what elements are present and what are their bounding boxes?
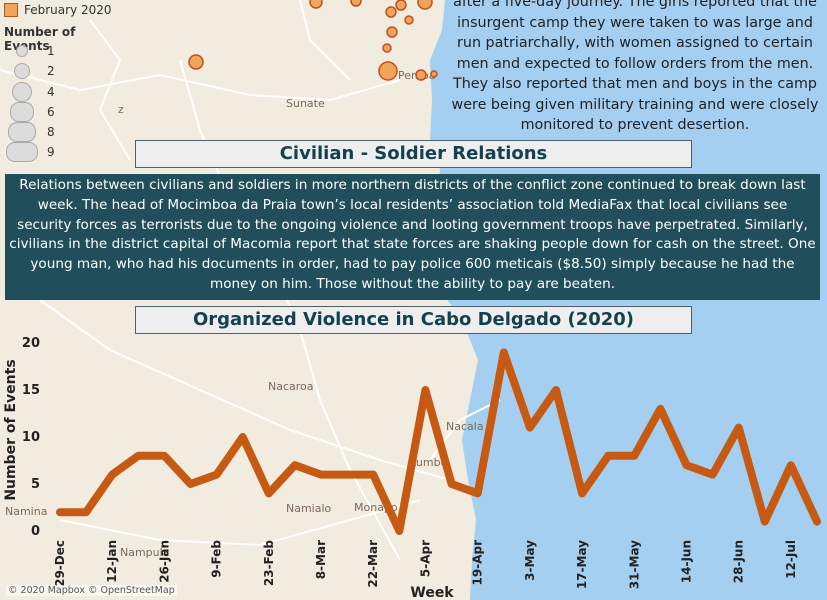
story-line: monitored to prevent desertion. xyxy=(520,117,750,133)
story-line: insurgent camp they were taken to was la… xyxy=(457,14,813,31)
y-tick-label: 20 xyxy=(22,336,40,351)
legend-size-label: 4 xyxy=(47,85,55,99)
legend-size-label: 9 xyxy=(47,145,55,159)
place-lumbo: Lumbo xyxy=(410,456,448,469)
x-axis-label: Week xyxy=(410,585,454,600)
story-line: run patriarchally, with women assigned t… xyxy=(457,35,813,51)
legend-size-item: 4 xyxy=(4,82,55,102)
legend-date-label: February 2020 xyxy=(24,3,112,17)
legend-size-label: 1 xyxy=(47,44,55,58)
event-marker xyxy=(350,0,362,7)
x-tick-label: 5-Apr xyxy=(418,540,432,577)
legend-size-label: 8 xyxy=(47,125,55,139)
y-tick-label: 15 xyxy=(22,383,40,398)
place-sunate: Sunate xyxy=(286,97,325,110)
legend-date-row: February 2020 xyxy=(4,3,112,17)
legend-size-item: 6 xyxy=(4,102,55,122)
event-marker xyxy=(430,70,438,78)
legend-size-title: Number of Events xyxy=(4,25,76,53)
legend-size-item: 1 xyxy=(4,44,55,58)
map-legend: February 2020 Number of Events 1 2 4 6 8… xyxy=(0,0,125,162)
place-namialo: Namialo xyxy=(286,502,332,515)
x-tick-label: 9-Feb xyxy=(210,540,224,578)
event-marker xyxy=(386,26,398,38)
x-tick-label: 19-Apr xyxy=(471,540,485,586)
place-nampula: Nampula xyxy=(120,546,169,559)
y-axis-label: Number of Events xyxy=(3,359,19,500)
x-tick-label: 23-Feb xyxy=(262,540,276,587)
legend-date-swatch xyxy=(4,3,18,17)
x-tick-label: 31-May xyxy=(627,540,641,589)
event-marker xyxy=(417,0,433,10)
legend-size-label: 2 xyxy=(47,64,55,78)
civilian-soldier-heading: Civilian - Soldier Relations xyxy=(135,140,692,168)
x-tick-labels: 29-Dec 12-Jan 26-Jan 9-Feb 23-Feb 8-Mar 22-Mar… xyxy=(53,540,798,590)
story-line: They also reported that men and boys in … xyxy=(453,76,817,92)
x-tick-label: 8-Mar xyxy=(314,540,328,579)
civilian-soldier-text: Relations between civilians and soldiers… xyxy=(5,174,820,300)
legend-size-label: 6 xyxy=(47,105,55,119)
place-z: z xyxy=(118,103,124,116)
x-tick-label: 28-Jun xyxy=(732,540,746,583)
place-namina: Namina xyxy=(5,505,47,518)
x-tick-label: 12-Jul xyxy=(784,540,798,579)
y-tick-label: 5 xyxy=(31,477,40,492)
event-marker xyxy=(382,43,392,53)
y-tick-label: 10 xyxy=(22,430,40,445)
story-line: men and expected to follow orders from t… xyxy=(456,55,814,72)
event-marker xyxy=(385,6,397,18)
x-tick-label: 12-Jan xyxy=(105,540,119,583)
legend-size-item: 2 xyxy=(4,63,55,79)
event-marker xyxy=(415,69,427,81)
chart-title: Organized Violence in Cabo Delgado (2020… xyxy=(135,306,692,334)
event-markers xyxy=(188,0,438,81)
place-nacaroa: Nacaroa xyxy=(268,380,314,393)
y-tick-label: 0 xyxy=(31,524,40,539)
x-tick-label: 3-May xyxy=(523,540,537,581)
x-tick-label: 14-Jun xyxy=(679,540,693,583)
story-text-top: after a five-day journey. The girls repo… xyxy=(446,0,824,136)
event-marker xyxy=(378,61,398,81)
story-line: were being given military training and w… xyxy=(451,96,819,113)
x-tick-label: 29-Dec xyxy=(53,540,67,587)
event-marker xyxy=(404,15,414,25)
legend-size-item: 8 xyxy=(4,122,55,142)
x-tick-label: 17-May xyxy=(575,540,589,589)
x-tick-label: 22-Mar xyxy=(366,540,380,588)
event-marker xyxy=(309,0,323,9)
place-nacala: Nacala xyxy=(446,420,484,433)
series-line xyxy=(56,348,821,535)
x-tick-label: 26-Jan xyxy=(157,540,171,583)
event-marker xyxy=(188,54,204,70)
violence-line-chart: Number of Events Week 0 5 10 15 20 29-Dec 12-… xyxy=(3,336,821,600)
map-attribution[interactable]: © 2020 Mapbox © OpenStreetMap xyxy=(6,585,177,596)
legend-size-item: 9 xyxy=(4,142,55,162)
story-line: after a five-day journey. The girls repo… xyxy=(453,0,817,10)
y-tick-labels: 0 5 10 15 20 xyxy=(22,336,40,539)
event-marker xyxy=(395,0,407,11)
